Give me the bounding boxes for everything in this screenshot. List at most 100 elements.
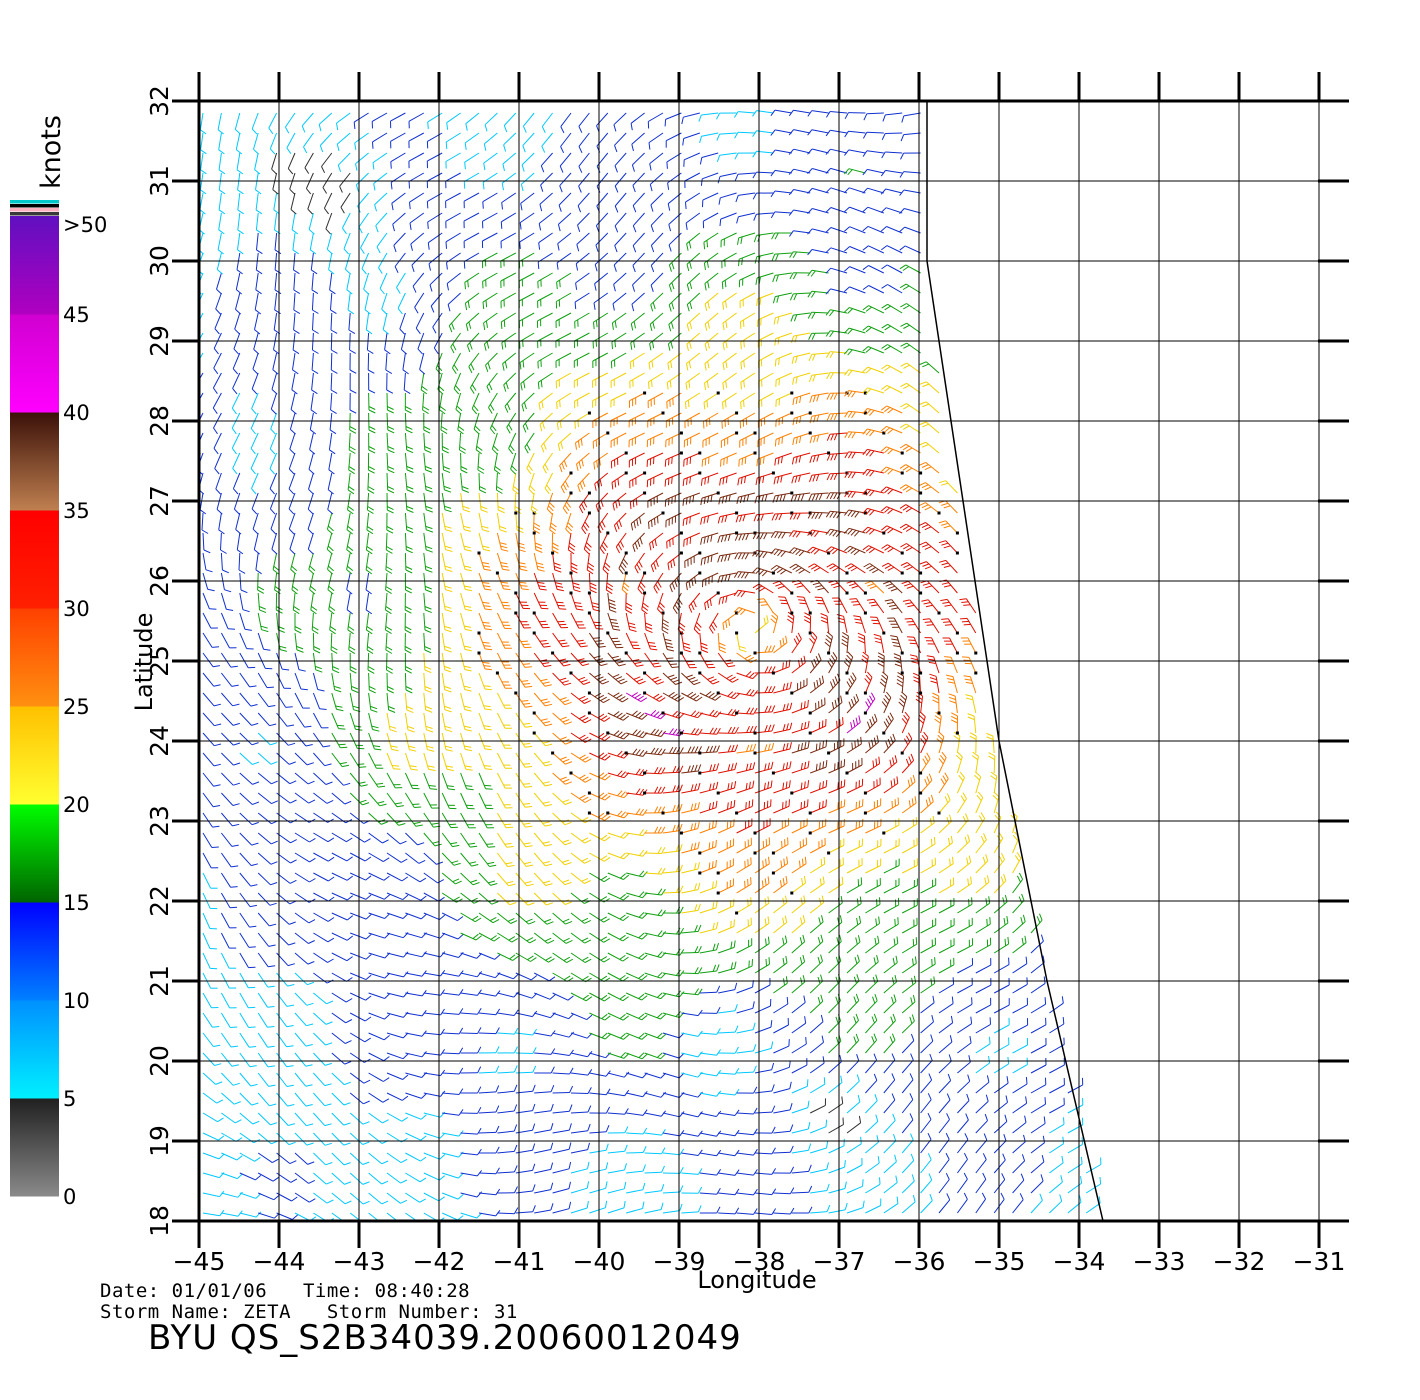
- wind-barb-feather: [757, 339, 762, 348]
- wind-barb-feather: [686, 691, 703, 702]
- wind-barb: [754, 768, 772, 774]
- wind-barb: [404, 692, 408, 710]
- wind-barb-feather: [523, 803, 533, 808]
- wind-barb: [811, 472, 829, 476]
- wind-barb: [607, 892, 624, 901]
- wind-barb-feather: [414, 307, 419, 314]
- wind-barb: [533, 932, 549, 944]
- wind-barb-feather: [632, 729, 648, 738]
- wind-barb: [883, 865, 900, 874]
- wind-barb: [556, 392, 572, 403]
- wind-barb: [460, 852, 472, 867]
- wind-barb-feather: [910, 1153, 915, 1161]
- wind-barb-feather: [913, 858, 918, 867]
- wind-barb-feather: [694, 945, 702, 953]
- wind-barb-feather: [1043, 976, 1046, 984]
- wind-barb-feather: [562, 879, 572, 886]
- wind-barb-feather: [610, 437, 618, 448]
- wind-barb-feather: [927, 1093, 932, 1100]
- wind-barb: [533, 972, 550, 982]
- wind-barb: [738, 571, 756, 574]
- wind-barb: [644, 632, 651, 650]
- wind-barb-feather: [839, 857, 844, 867]
- wind-barb: [757, 332, 774, 342]
- wind-barb-feather: [843, 168, 853, 176]
- wind-barb-feather: [855, 935, 861, 945]
- wind-barb: [938, 1119, 950, 1134]
- wind-barb: [355, 152, 369, 165]
- wind-barb: [607, 1112, 625, 1115]
- wind-barb: [349, 752, 360, 768]
- wind-barb-feather: [955, 751, 963, 761]
- wind-barb: [386, 1192, 401, 1204]
- wind-barb-feather: [556, 601, 567, 610]
- wind-barb-feather: [938, 520, 951, 529]
- wind-barb-feather: [234, 328, 241, 335]
- wind-barb-feather: [891, 797, 899, 809]
- wind-barb: [574, 392, 590, 402]
- wind-barb: [497, 1171, 515, 1174]
- wind-barb-feather: [287, 168, 294, 175]
- wind-barb-feather: [346, 589, 353, 595]
- wind-barb: [865, 804, 881, 814]
- wind-barb: [754, 692, 773, 694]
- wind-barb: [626, 872, 643, 878]
- wind-barb-feather: [693, 622, 702, 635]
- wind-barb-feather: [324, 1103, 332, 1107]
- wind-barb-feather: [892, 955, 898, 965]
- wind-barb: [552, 1052, 570, 1056]
- wind-barb: [423, 512, 427, 530]
- wind-barb: [257, 812, 272, 825]
- wind-barb: [420, 372, 425, 390]
- wind-barb-feather: [823, 1077, 826, 1085]
- wind-barb-feather: [661, 1184, 665, 1191]
- wind-barb: [846, 1122, 861, 1134]
- wind-barb: [693, 612, 701, 630]
- wind-barb-feather: [887, 617, 900, 628]
- wind-barb-feather: [444, 665, 452, 673]
- rain-flag: [679, 831, 683, 835]
- wind-barb: [429, 272, 443, 286]
- wind-barb-feather: [913, 878, 918, 888]
- wind-barb-feather: [524, 444, 531, 454]
- wind-barb-feather: [836, 934, 842, 945]
- wind-barb-feather: [501, 202, 503, 210]
- wind-barb: [809, 1104, 826, 1114]
- wind-barb-feather: [734, 1169, 740, 1176]
- wind-barb-feather: [537, 279, 542, 289]
- wind-barb: [662, 1132, 680, 1137]
- wind-barb-feather: [484, 784, 493, 790]
- wind-barb: [736, 1050, 754, 1054]
- wind-barb-feather: [881, 562, 895, 571]
- wind-barb-feather: [556, 262, 559, 270]
- wind-barb-feather: [843, 286, 850, 292]
- wind-barb: [906, 403, 921, 414]
- wind-barb: [428, 252, 443, 265]
- rain-flag: [716, 591, 720, 595]
- rain-flag: [753, 651, 757, 655]
- wind-barb: [699, 1172, 717, 1176]
- wind-barb-feather: [752, 532, 768, 540]
- wind-barb: [681, 1072, 699, 1078]
- wind-barb-feather: [642, 1090, 648, 1098]
- wind-barb-feather: [233, 762, 241, 766]
- wind-barb: [442, 952, 459, 958]
- wind-barb: [442, 1072, 460, 1075]
- wind-barb-feather: [251, 722, 259, 726]
- wind-barb: [460, 972, 478, 978]
- wind-barb: [793, 129, 811, 134]
- wind-barb-feather: [910, 1053, 914, 1061]
- wind-barb-feather: [613, 284, 616, 292]
- wind-barb-feather: [1099, 1176, 1102, 1185]
- wind-barb-feather: [709, 781, 719, 791]
- wind-barb: [883, 942, 899, 954]
- wind-barb-feather: [384, 894, 391, 900]
- wind-barb: [589, 752, 606, 761]
- wind-barb-feather: [574, 319, 579, 329]
- wind-barb-feather: [274, 269, 282, 275]
- wind-barb: [607, 752, 625, 759]
- wind-barb: [865, 942, 880, 954]
- wind-barb-feather: [523, 842, 533, 848]
- wind-barb-feather: [982, 1172, 987, 1180]
- wind-barb: [754, 1172, 772, 1175]
